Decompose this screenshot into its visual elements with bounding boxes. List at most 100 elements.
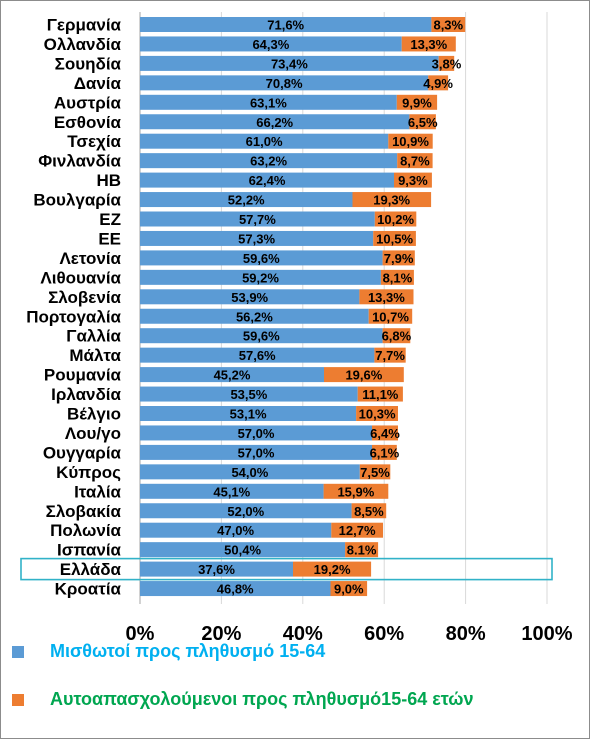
bar-self-employed bbox=[388, 133, 433, 149]
bar-employees bbox=[140, 153, 398, 169]
data-label-employees: 70,8% bbox=[266, 76, 303, 91]
data-label-employees: 66,2% bbox=[256, 115, 293, 130]
bar-self-employed bbox=[438, 55, 455, 71]
data-label-self-employed: 10,9% bbox=[392, 134, 429, 149]
bar-employees bbox=[140, 269, 381, 285]
bar-employees bbox=[140, 17, 432, 32]
bar-self-employed bbox=[372, 444, 397, 460]
bar-employees bbox=[140, 308, 369, 324]
category-label: Πολωνία bbox=[50, 521, 121, 540]
bar-employees bbox=[140, 250, 383, 266]
category-label: Ισπανία bbox=[57, 541, 122, 560]
category-label: Κροατία bbox=[55, 580, 122, 599]
bar-employees bbox=[140, 367, 324, 383]
data-label-self-employed: 7,5% bbox=[360, 465, 390, 480]
data-label-self-employed: 6,4% bbox=[370, 426, 400, 441]
category-label: ΕΖ bbox=[99, 210, 121, 229]
category-label: Μάλτα bbox=[69, 346, 121, 365]
data-label-self-employed: 6,5% bbox=[408, 115, 438, 130]
bar-employees bbox=[140, 114, 410, 130]
data-label-self-employed: 4,9% bbox=[423, 76, 453, 91]
data-label-self-employed: 3,8% bbox=[432, 56, 462, 71]
bar-self-employed bbox=[345, 542, 379, 558]
bar-employees bbox=[140, 328, 383, 344]
x-tick-label: 20% bbox=[201, 623, 241, 645]
data-label-self-employed: 15,9% bbox=[337, 484, 374, 499]
data-label-employees: 57,3% bbox=[238, 231, 275, 246]
data-label-employees: 57,6% bbox=[239, 348, 276, 363]
category-label: Βουλγαρία bbox=[33, 191, 121, 210]
data-label-employees: 71,6% bbox=[267, 18, 304, 33]
bar-self-employed bbox=[409, 114, 436, 130]
data-label-self-employed: 7,9% bbox=[384, 251, 414, 266]
legend-label-employees: Μισθωτοί προς πληθυσμό 15-64 bbox=[50, 641, 326, 661]
category-label: Ιρλανδία bbox=[51, 385, 121, 404]
category-label: ΗΒ bbox=[96, 171, 121, 190]
category-label: Λου/γο bbox=[65, 424, 121, 443]
bar-employees bbox=[140, 75, 429, 91]
bar-employees bbox=[140, 386, 358, 402]
bar-employees bbox=[140, 133, 389, 149]
data-label-self-employed: 10,3% bbox=[359, 407, 396, 422]
data-label-employees: 61,0% bbox=[246, 134, 283, 149]
bar-employees bbox=[140, 172, 394, 188]
bar-self-employed bbox=[352, 192, 432, 208]
bar-self-employed bbox=[324, 367, 404, 383]
data-label-employees: 37,6% bbox=[198, 562, 235, 577]
bar-employees bbox=[140, 522, 332, 538]
bar-self-employed bbox=[396, 94, 438, 110]
category-label: Πορτογαλία bbox=[26, 307, 121, 326]
category-label: Ουγγαρία bbox=[43, 443, 122, 462]
x-tick-label: 40% bbox=[283, 623, 323, 645]
legend-swatch-self-employed bbox=[12, 694, 24, 706]
bar-self-employed bbox=[372, 425, 398, 441]
data-label-employees: 53,9% bbox=[231, 290, 268, 305]
category-label: Λιθουανία bbox=[40, 268, 121, 287]
bar-self-employed bbox=[351, 503, 387, 519]
legend-label-self-employed: Αυτοαπασχολούμενοι προς πληθυσμό15-64 ετ… bbox=[50, 689, 474, 709]
stacked-bar-chart: Γερμανία 71,6% 8,3% Ολλανδία 64,3% 13,3% Σουηδ… bbox=[20, 12, 573, 645]
data-label-employees: 53,1% bbox=[230, 407, 267, 422]
data-label-employees: 73,4% bbox=[271, 56, 308, 71]
category-label: Σλοβακία bbox=[46, 502, 122, 521]
bar-self-employed bbox=[394, 172, 432, 188]
data-label-employees: 59,2% bbox=[242, 270, 279, 285]
x-tick-label: 80% bbox=[446, 623, 486, 645]
data-label-employees: 62,4% bbox=[249, 173, 286, 188]
category-label: Βέλγιο bbox=[67, 405, 121, 424]
data-label-self-employed: 12,7% bbox=[339, 523, 376, 538]
data-label-employees: 54,0% bbox=[231, 465, 268, 480]
bar-self-employed bbox=[401, 36, 456, 52]
data-label-self-employed: 8,3% bbox=[433, 18, 463, 33]
data-label-self-employed: 6,8% bbox=[382, 329, 412, 344]
data-label-self-employed: 13,3% bbox=[368, 290, 405, 305]
bar-employees bbox=[140, 406, 357, 421]
data-label-self-employed: 6,1% bbox=[370, 445, 400, 460]
data-label-self-employed: 13,3% bbox=[410, 37, 447, 52]
data-label-employees: 56,2% bbox=[236, 309, 273, 324]
bar-employees bbox=[140, 444, 372, 460]
bar-employees bbox=[140, 55, 439, 71]
data-label-self-employed: 8.1% bbox=[347, 543, 377, 558]
bar-self-employed bbox=[380, 269, 414, 285]
x-tick-label: 0% bbox=[126, 623, 155, 645]
category-label: Δανία bbox=[74, 74, 122, 93]
legend-swatch-employees bbox=[12, 646, 24, 658]
category-label: Εσθονία bbox=[54, 113, 122, 132]
data-label-employees: 47,0% bbox=[217, 523, 254, 538]
data-label-self-employed: 9,0% bbox=[334, 582, 364, 597]
bar-self-employed bbox=[373, 230, 416, 246]
bar-employees bbox=[140, 425, 372, 441]
bar-self-employed bbox=[397, 153, 433, 169]
bar-self-employed bbox=[374, 347, 406, 363]
data-label-employees: 64,3% bbox=[252, 37, 289, 52]
data-label-employees: 46,8% bbox=[217, 582, 254, 597]
data-label-employees: 53,5% bbox=[230, 387, 267, 402]
data-label-self-employed: 10,7% bbox=[372, 309, 409, 324]
bar-employees bbox=[140, 192, 353, 208]
data-label-employees: 52,2% bbox=[228, 193, 265, 208]
data-label-self-employed: 19,2% bbox=[314, 562, 351, 577]
data-label-self-employed: 10,5% bbox=[376, 231, 413, 246]
data-label-self-employed: 10,2% bbox=[377, 212, 414, 227]
